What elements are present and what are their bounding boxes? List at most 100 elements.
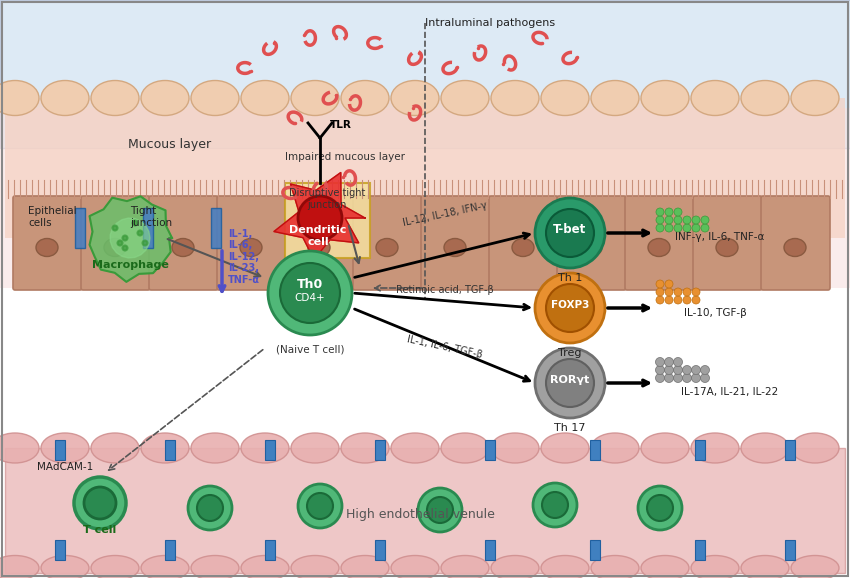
Bar xyxy=(0,108,850,288)
Ellipse shape xyxy=(641,433,689,463)
Ellipse shape xyxy=(41,433,89,463)
Circle shape xyxy=(655,358,665,366)
Circle shape xyxy=(692,224,700,232)
FancyBboxPatch shape xyxy=(217,196,286,290)
Bar xyxy=(590,440,600,460)
Circle shape xyxy=(122,235,128,240)
Circle shape xyxy=(665,280,673,288)
Bar xyxy=(265,440,275,460)
Ellipse shape xyxy=(341,80,389,116)
Circle shape xyxy=(665,373,673,383)
FancyBboxPatch shape xyxy=(489,196,558,290)
Ellipse shape xyxy=(91,555,139,578)
Text: IL-1,
IL-6,
IL-12,
IL-23,
TNF-α: IL-1, IL-6, IL-12, IL-23, TNF-α xyxy=(228,229,260,285)
Bar xyxy=(165,440,175,460)
Circle shape xyxy=(268,251,352,335)
Circle shape xyxy=(665,224,673,232)
Text: Tight
junction: Tight junction xyxy=(130,206,172,228)
Circle shape xyxy=(298,196,342,240)
Bar xyxy=(265,540,275,560)
Ellipse shape xyxy=(591,555,639,578)
Ellipse shape xyxy=(741,555,789,578)
Text: High endothelial venule: High endothelial venule xyxy=(346,508,495,521)
Ellipse shape xyxy=(41,80,89,116)
Ellipse shape xyxy=(291,433,339,463)
Circle shape xyxy=(138,231,143,235)
Text: Mucous layer: Mucous layer xyxy=(128,138,212,151)
FancyBboxPatch shape xyxy=(13,196,82,290)
Circle shape xyxy=(535,348,605,418)
Circle shape xyxy=(673,365,683,375)
Ellipse shape xyxy=(691,555,739,578)
Ellipse shape xyxy=(741,433,789,463)
Circle shape xyxy=(546,359,594,407)
Polygon shape xyxy=(89,197,172,282)
Circle shape xyxy=(673,373,683,383)
Ellipse shape xyxy=(240,239,262,257)
Circle shape xyxy=(700,373,710,383)
Text: MAdCAM-1: MAdCAM-1 xyxy=(37,462,94,472)
FancyBboxPatch shape xyxy=(353,196,422,290)
Ellipse shape xyxy=(36,239,58,257)
Circle shape xyxy=(656,216,664,224)
Circle shape xyxy=(655,365,665,375)
Circle shape xyxy=(665,288,673,296)
FancyBboxPatch shape xyxy=(761,196,830,290)
Ellipse shape xyxy=(0,80,39,116)
Ellipse shape xyxy=(191,80,239,116)
Ellipse shape xyxy=(591,433,639,463)
Bar xyxy=(143,208,153,248)
Circle shape xyxy=(280,263,340,323)
Text: FOXP3: FOXP3 xyxy=(551,300,589,310)
FancyBboxPatch shape xyxy=(285,196,354,290)
FancyBboxPatch shape xyxy=(557,196,626,290)
Circle shape xyxy=(112,225,117,231)
Bar xyxy=(0,0,850,148)
Text: Th0: Th0 xyxy=(297,278,323,291)
Bar xyxy=(375,540,385,560)
Ellipse shape xyxy=(241,80,289,116)
Circle shape xyxy=(117,240,122,246)
Circle shape xyxy=(692,216,700,224)
Bar xyxy=(590,540,600,560)
Circle shape xyxy=(692,288,700,296)
Ellipse shape xyxy=(512,239,534,257)
Ellipse shape xyxy=(580,239,602,257)
Ellipse shape xyxy=(541,80,589,116)
Circle shape xyxy=(656,208,664,216)
Text: Th 17: Th 17 xyxy=(554,423,586,433)
Ellipse shape xyxy=(308,239,330,257)
Circle shape xyxy=(665,358,673,366)
Bar xyxy=(211,208,221,248)
Text: RORγt: RORγt xyxy=(550,375,590,385)
Ellipse shape xyxy=(641,555,689,578)
Text: IL-10, TGF-β: IL-10, TGF-β xyxy=(683,308,746,318)
Ellipse shape xyxy=(491,555,539,578)
Circle shape xyxy=(701,224,709,232)
Polygon shape xyxy=(110,218,150,258)
Ellipse shape xyxy=(141,555,189,578)
Text: T-bet: T-bet xyxy=(553,223,586,236)
Ellipse shape xyxy=(291,80,339,116)
Bar xyxy=(55,440,65,460)
Bar xyxy=(0,128,850,498)
Text: Disruptive tight
junction: Disruptive tight junction xyxy=(289,188,366,210)
Ellipse shape xyxy=(641,80,689,116)
Text: Dendritic
cell: Dendritic cell xyxy=(289,225,347,247)
Circle shape xyxy=(701,216,709,224)
Circle shape xyxy=(665,208,673,216)
FancyBboxPatch shape xyxy=(149,196,218,290)
Ellipse shape xyxy=(91,80,139,116)
Text: IL-1, IL-6, TGF-β: IL-1, IL-6, TGF-β xyxy=(406,334,484,360)
Circle shape xyxy=(307,493,333,519)
Circle shape xyxy=(78,481,122,525)
Text: Th 1: Th 1 xyxy=(558,273,582,283)
Ellipse shape xyxy=(391,555,439,578)
Circle shape xyxy=(692,365,700,375)
Text: IL-12, IL-18, IFN-γ: IL-12, IL-18, IFN-γ xyxy=(402,201,488,228)
Ellipse shape xyxy=(391,433,439,463)
Circle shape xyxy=(656,280,664,288)
Ellipse shape xyxy=(491,433,539,463)
Ellipse shape xyxy=(41,555,89,578)
Circle shape xyxy=(133,220,138,225)
